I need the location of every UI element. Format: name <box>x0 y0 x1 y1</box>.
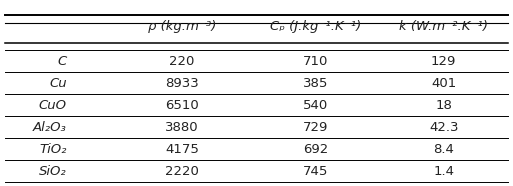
Text: Al₂O₃: Al₂O₃ <box>33 121 67 134</box>
Text: 710: 710 <box>303 55 328 68</box>
Text: 692: 692 <box>303 143 328 156</box>
Text: 8933: 8933 <box>165 77 199 90</box>
Text: Cu: Cu <box>49 77 67 90</box>
Text: 220: 220 <box>169 55 195 68</box>
Text: k (W.m⁻².K⁻¹): k (W.m⁻².K⁻¹) <box>399 20 488 33</box>
Text: 3880: 3880 <box>165 121 199 134</box>
Text: 2220: 2220 <box>165 165 199 178</box>
Text: 8.4: 8.4 <box>433 143 454 156</box>
Text: 129: 129 <box>431 55 457 68</box>
Text: 385: 385 <box>303 77 328 90</box>
Text: SiO₂: SiO₂ <box>39 165 67 178</box>
Text: 1.4: 1.4 <box>433 165 454 178</box>
Text: C: C <box>57 55 67 68</box>
Text: CuO: CuO <box>38 99 67 112</box>
Text: ρ (kg.m⁻³): ρ (kg.m⁻³) <box>148 20 216 33</box>
Text: Cₚ (J.kg⁻¹.K⁻¹): Cₚ (J.kg⁻¹.K⁻¹) <box>270 20 361 33</box>
Text: 18: 18 <box>436 99 452 112</box>
Text: 729: 729 <box>303 121 328 134</box>
Text: TiO₂: TiO₂ <box>39 143 67 156</box>
Text: 42.3: 42.3 <box>429 121 459 134</box>
Text: 745: 745 <box>303 165 328 178</box>
Text: 401: 401 <box>431 77 457 90</box>
Text: 6510: 6510 <box>165 99 199 112</box>
Text: 4175: 4175 <box>165 143 199 156</box>
Text: 540: 540 <box>303 99 328 112</box>
